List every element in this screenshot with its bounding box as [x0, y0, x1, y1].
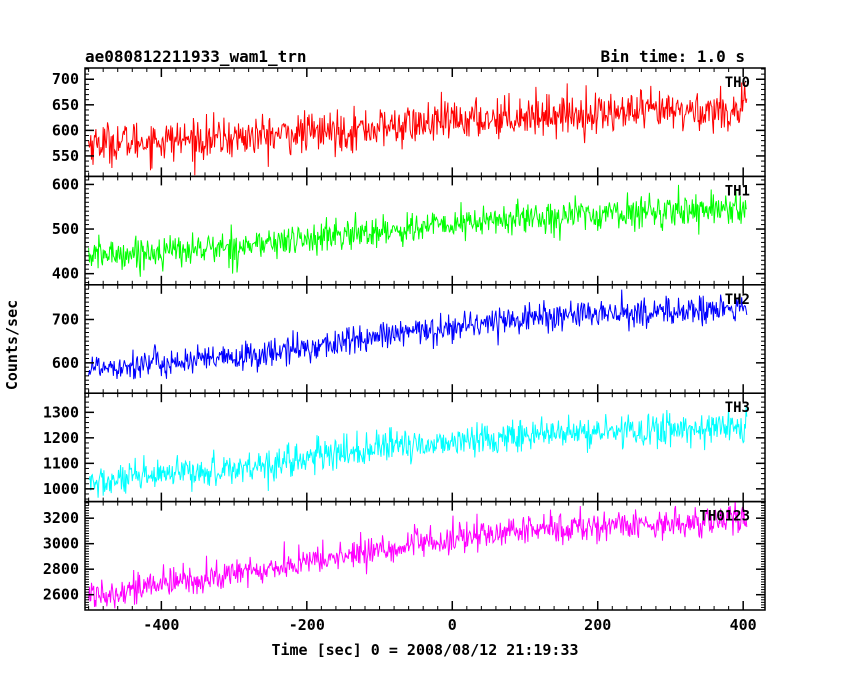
y-tick-label: 3000: [43, 535, 79, 553]
y-tick-label: 550: [52, 147, 79, 165]
panel-label: TH3: [725, 400, 750, 416]
panel-th0123: 2600 2800 3000 3200 TH0123: [43, 500, 766, 611]
x-tick-label: 0: [448, 616, 457, 634]
series-th1: [88, 184, 747, 277]
x-tick-label: -400: [143, 616, 179, 634]
x-tick-label: 200: [584, 616, 611, 634]
y-tick-label: 1200: [43, 429, 79, 447]
series-th0: [88, 82, 748, 176]
y-tick-label: 1000: [43, 480, 79, 498]
panel-frame: [84, 284, 766, 394]
series-th3: [88, 407, 748, 498]
y-tick-label: 400: [52, 265, 79, 283]
y-tick-label: 1100: [43, 454, 79, 472]
panel-frame: [84, 500, 766, 611]
y-tick-label: 600: [52, 175, 79, 193]
y-tick-label: 600: [52, 354, 79, 372]
y-tick-label: 1300: [43, 403, 79, 421]
series-th0123: [88, 501, 748, 609]
panel-label: TH0: [725, 75, 750, 91]
y-tick-label: 2800: [43, 560, 79, 578]
panel-frame: [84, 392, 766, 503]
panel-th1: 400 500 600 TH1: [52, 175, 766, 286]
y-tick-label: 700: [52, 310, 79, 328]
panel-stack: 550 600 650 700 TH0 400 500 600 TH1 600 700 TH2 1000…: [43, 67, 766, 611]
x-tick-label: 400: [730, 616, 757, 634]
panel-th2: 600 700 TH2: [52, 284, 766, 394]
y-tick-label: 3200: [43, 509, 79, 527]
panel-label: TH2: [725, 292, 750, 308]
y-tick-label: 600: [52, 121, 79, 139]
bin-time-label: Bin time: 1.0 s: [601, 47, 746, 66]
y-tick-label: 650: [52, 96, 79, 114]
panel-th3: 1000 1100 1200 1300 TH3: [43, 392, 766, 503]
y-axis-label: Counts/sec: [3, 300, 21, 390]
y-tick-label: 2600: [43, 586, 79, 604]
panel-frame: [84, 67, 766, 178]
y-tick-label: 700: [52, 70, 79, 88]
panel-label: TH0123: [699, 509, 750, 525]
x-axis: -400 -200 0 200 400: [143, 616, 756, 634]
x-axis-label: Time [sec] 0 = 2008/08/12 21:19:33: [271, 641, 578, 659]
panel-label: TH1: [725, 183, 750, 199]
series-th2: [88, 289, 748, 380]
plot-title: ae080812211933_wam1_trn: [85, 47, 307, 66]
x-tick-label: -200: [289, 616, 325, 634]
y-tick-label: 500: [52, 220, 79, 238]
panel-th0: 550 600 650 700 TH0: [52, 67, 766, 178]
